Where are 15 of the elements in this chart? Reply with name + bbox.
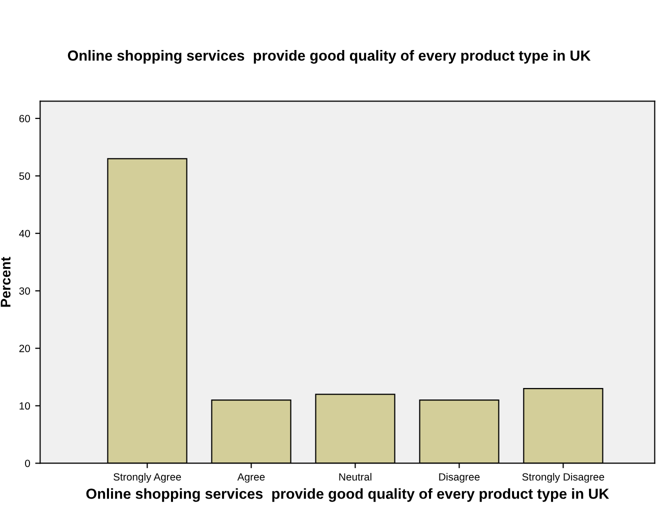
y-tick-label: 40: [19, 230, 30, 238]
x-tick-label: Strongly Agree: [114, 472, 181, 483]
x-tick-label: Neutral: [339, 472, 372, 481]
x-axis-title: Online shopping services provide good quality of every product type in UK: [86, 488, 610, 502]
y-tick-label: 0: [25, 460, 30, 468]
y-tick-label: 10: [20, 402, 30, 410]
x-tick-label: Agree: [237, 473, 265, 483]
y-tick-label: 50: [19, 172, 30, 180]
x-tick-label: Disagree: [439, 472, 480, 483]
y-tick-label: 60: [19, 114, 30, 122]
x-tick-label: Strongly Disagree: [522, 472, 604, 483]
y-tick-label: 20: [19, 344, 30, 352]
y-tick-label: 30: [19, 287, 30, 295]
chart-title: Online shopping services provide good quality of every product type in UK: [68, 50, 591, 64]
y-axis-title: Percent: [0, 256, 11, 307]
